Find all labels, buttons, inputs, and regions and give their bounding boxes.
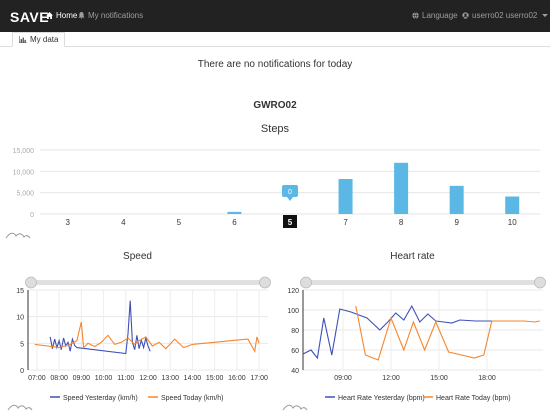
x-tick-label: 15:00 — [206, 375, 224, 382]
y-tick-label: 60 — [291, 348, 299, 355]
speed-chart: 0 5 10 15 07:00 08:00 09:00 10:00 11:00 12:00 13:0… — [7, 276, 271, 411]
tab-bar: My data — [0, 32, 550, 47]
language-dropdown[interactable]: Language — [412, 11, 469, 20]
user-icon — [462, 12, 469, 19]
x-tick-label: 5 — [288, 218, 293, 227]
bar — [338, 179, 353, 214]
brand-logo[interactable]: SAVE — [10, 9, 50, 25]
x-tick-label: 7 — [343, 218, 348, 227]
series-yesterday-line — [302, 304, 492, 360]
bar — [394, 162, 409, 214]
x-tick-label: 3 — [66, 218, 71, 227]
x-tick-label: 14:00 — [184, 375, 202, 382]
chart-logo-icon — [282, 404, 308, 411]
globe-icon — [412, 12, 419, 19]
x-tick-label: 07:00 — [28, 375, 46, 382]
bar — [505, 196, 520, 214]
nav-home-label: Home — [56, 11, 78, 20]
value-tooltip-pointer — [287, 197, 293, 201]
steps-chart-title: Steps — [260, 123, 290, 135]
y-tick-label: 10 — [16, 315, 24, 322]
range-slider-track — [26, 280, 268, 285]
range-slider-track — [301, 280, 543, 285]
x-tick-label: 10 — [508, 218, 517, 227]
user-menu[interactable]: userro02 userro02 — [462, 11, 549, 20]
x-tick-label: 4 — [121, 218, 126, 227]
y-tick-label: 10,000 — [13, 169, 35, 176]
x-tick-label: 8 — [399, 218, 404, 227]
user-label: userro02 userro02 — [472, 11, 538, 20]
notification-message: There are no notifications for today — [197, 59, 353, 70]
chevron-down-icon — [542, 14, 549, 17]
y-tick-label: 5 — [20, 341, 24, 348]
series-yesterday-line — [49, 300, 151, 355]
x-tick-label: 5 — [177, 218, 182, 227]
x-tick-label: 18:00 — [478, 375, 496, 382]
x-tick-label: 16:00 — [228, 375, 246, 382]
tab-my-data-label: My data — [30, 35, 59, 44]
x-tick-label: 13:00 — [161, 375, 179, 382]
x-tick-label: 12:00 — [139, 375, 157, 382]
x-tick-highlight — [283, 215, 297, 228]
series-today-line — [355, 305, 540, 361]
nav-notifications-label: My notifications — [88, 11, 144, 20]
y-tick-label: 100 — [287, 308, 299, 315]
x-tick-label: 9 — [454, 218, 459, 227]
x-tick-label: 15:00 — [430, 375, 448, 382]
y-tick-label: 15 — [16, 288, 24, 295]
y-tick-label: 120 — [287, 288, 299, 295]
heart-rate-chart: 40 60 80 100 120 09:00 12:00 15:00 18:00 Heart Ra… — [282, 276, 546, 411]
range-slider-handle-right[interactable] — [259, 276, 271, 289]
bar-chart-icon — [19, 36, 27, 43]
device-name: GWRO02 — [253, 100, 297, 111]
legend-label: Speed Today (km/h) — [161, 395, 224, 402]
y-tick-label: 5,000 — [16, 191, 34, 198]
steps-chart: 0 5,000 10,000 15,000 3 4 5 6 5 0 7 8 9 10 — [5, 148, 540, 239]
home-icon — [46, 12, 53, 19]
tab-my-data[interactable]: My data — [12, 32, 66, 47]
x-tick-label: 08:00 — [50, 375, 68, 382]
chart-logo-icon — [7, 404, 33, 411]
nav-notifications[interactable]: My notifications — [78, 11, 143, 20]
x-tick-label: 11:00 — [117, 375, 134, 382]
y-tick-label: 15,000 — [13, 148, 35, 155]
series-today-line — [34, 321, 260, 353]
x-tick-label: 10:00 — [95, 375, 113, 382]
x-tick-label: 6 — [232, 218, 237, 227]
y-tick-label: 80 — [291, 328, 299, 335]
range-slider-handle-left[interactable] — [25, 276, 37, 289]
y-tick-label: 0 — [20, 368, 24, 375]
heart-rate-chart-title: Heart rate — [390, 251, 435, 262]
navbar: SAVE Home My notifications Language user… — [0, 0, 550, 32]
speed-chart-title: Speed — [123, 251, 152, 262]
bar — [449, 185, 464, 214]
value-tooltip-label: 0 — [288, 189, 292, 196]
legend-label: Heart Rate Yesterday (bpm) — [338, 395, 425, 402]
bell-icon — [78, 12, 85, 19]
language-label: Language — [422, 11, 458, 20]
legend-label: Speed Yesterday (km/h) — [63, 395, 138, 402]
x-tick-label: 17:00 — [250, 375, 268, 382]
legend-label: Heart Rate Today (bpm) — [436, 395, 511, 402]
value-tooltip — [282, 185, 298, 197]
range-slider-handle-left[interactable] — [300, 276, 312, 289]
x-tick-label: 12:00 — [382, 375, 400, 382]
y-tick-label: 0 — [30, 212, 34, 219]
x-tick-label: 09:00 — [73, 375, 91, 382]
y-tick-label: 40 — [291, 368, 299, 375]
bar — [227, 211, 242, 214]
chart-logo-icon — [5, 232, 31, 239]
nav-home[interactable]: Home — [46, 11, 77, 20]
range-slider-handle-right[interactable] — [534, 276, 546, 289]
x-tick-label: 09:00 — [334, 375, 352, 382]
